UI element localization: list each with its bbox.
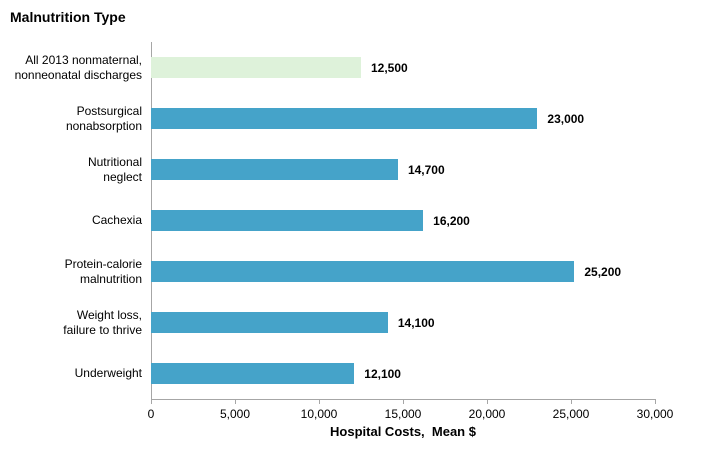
category-label: Underweight: [74, 366, 142, 380]
bar-row: 14,100: [151, 297, 655, 348]
x-tick-label: 5,000: [219, 407, 251, 421]
x-tick-mark: [151, 400, 152, 404]
bar-value-label: 12,100: [364, 366, 401, 381]
bar-row: 12,500: [151, 42, 655, 93]
y-axis-category-labels: All 2013 nonmaternal, nonneonatal discha…: [0, 42, 142, 399]
bar-row: 12,100: [151, 348, 655, 399]
bar: [151, 159, 398, 180]
bar-row: 25,200: [151, 246, 655, 297]
x-tick-label: 15,000: [384, 407, 422, 421]
category-label: Postsurgical nonabsorption: [65, 103, 142, 133]
bar-value-label: 25,200: [584, 264, 622, 279]
bar: [151, 108, 538, 129]
bar-value-label: 12,500: [371, 60, 408, 75]
x-axis-line: [151, 399, 656, 400]
bar: [151, 312, 388, 333]
category-label: Cachexia: [91, 213, 142, 227]
x-axis: 0 5,000 10,000 15,000 20,000 25,000 30,000: [147, 400, 673, 448]
bar: [151, 210, 424, 231]
x-tick-label: 30,000: [636, 407, 674, 421]
category-label: Weight loss, failure to thrive: [63, 307, 142, 337]
x-tick-mark: [655, 400, 656, 404]
x-tick-label: 25,000: [552, 407, 590, 421]
bar-value-label: 23,000: [547, 111, 585, 126]
category-label: Protein-calorie malnutrition: [64, 256, 142, 286]
x-tick-label: 0: [147, 407, 155, 421]
x-axis-title: Hospital Costs, Mean $: [330, 424, 476, 439]
x-tick-label: 10,000: [300, 407, 338, 421]
bar-value-label: 16,200: [433, 213, 470, 228]
plot-area: 12,500 23,000 14,700 16,200 25,200 14,100 12,1…: [151, 42, 655, 399]
bar-row: 14,700: [151, 144, 655, 195]
x-tick-mark: [235, 400, 236, 404]
x-tick-mark: [403, 400, 404, 404]
x-tick-label: 20,000: [468, 407, 506, 421]
bar: [151, 57, 361, 78]
chart-title: Malnutrition Type: [10, 9, 126, 25]
bar-value-label: 14,700: [407, 162, 445, 177]
category-label: All 2013 nonmaternal, nonneonatal discha…: [14, 52, 142, 82]
x-tick-mark: [487, 400, 488, 404]
x-tick-mark: [319, 400, 320, 404]
bar: [151, 261, 575, 282]
bar-value-label: 14,100: [397, 315, 435, 330]
x-tick-mark: [571, 400, 572, 404]
bar-row: 16,200: [151, 195, 655, 246]
bar-row: 23,000: [151, 93, 655, 144]
bar: [151, 363, 355, 384]
category-label: Nutritional neglect: [87, 154, 142, 184]
